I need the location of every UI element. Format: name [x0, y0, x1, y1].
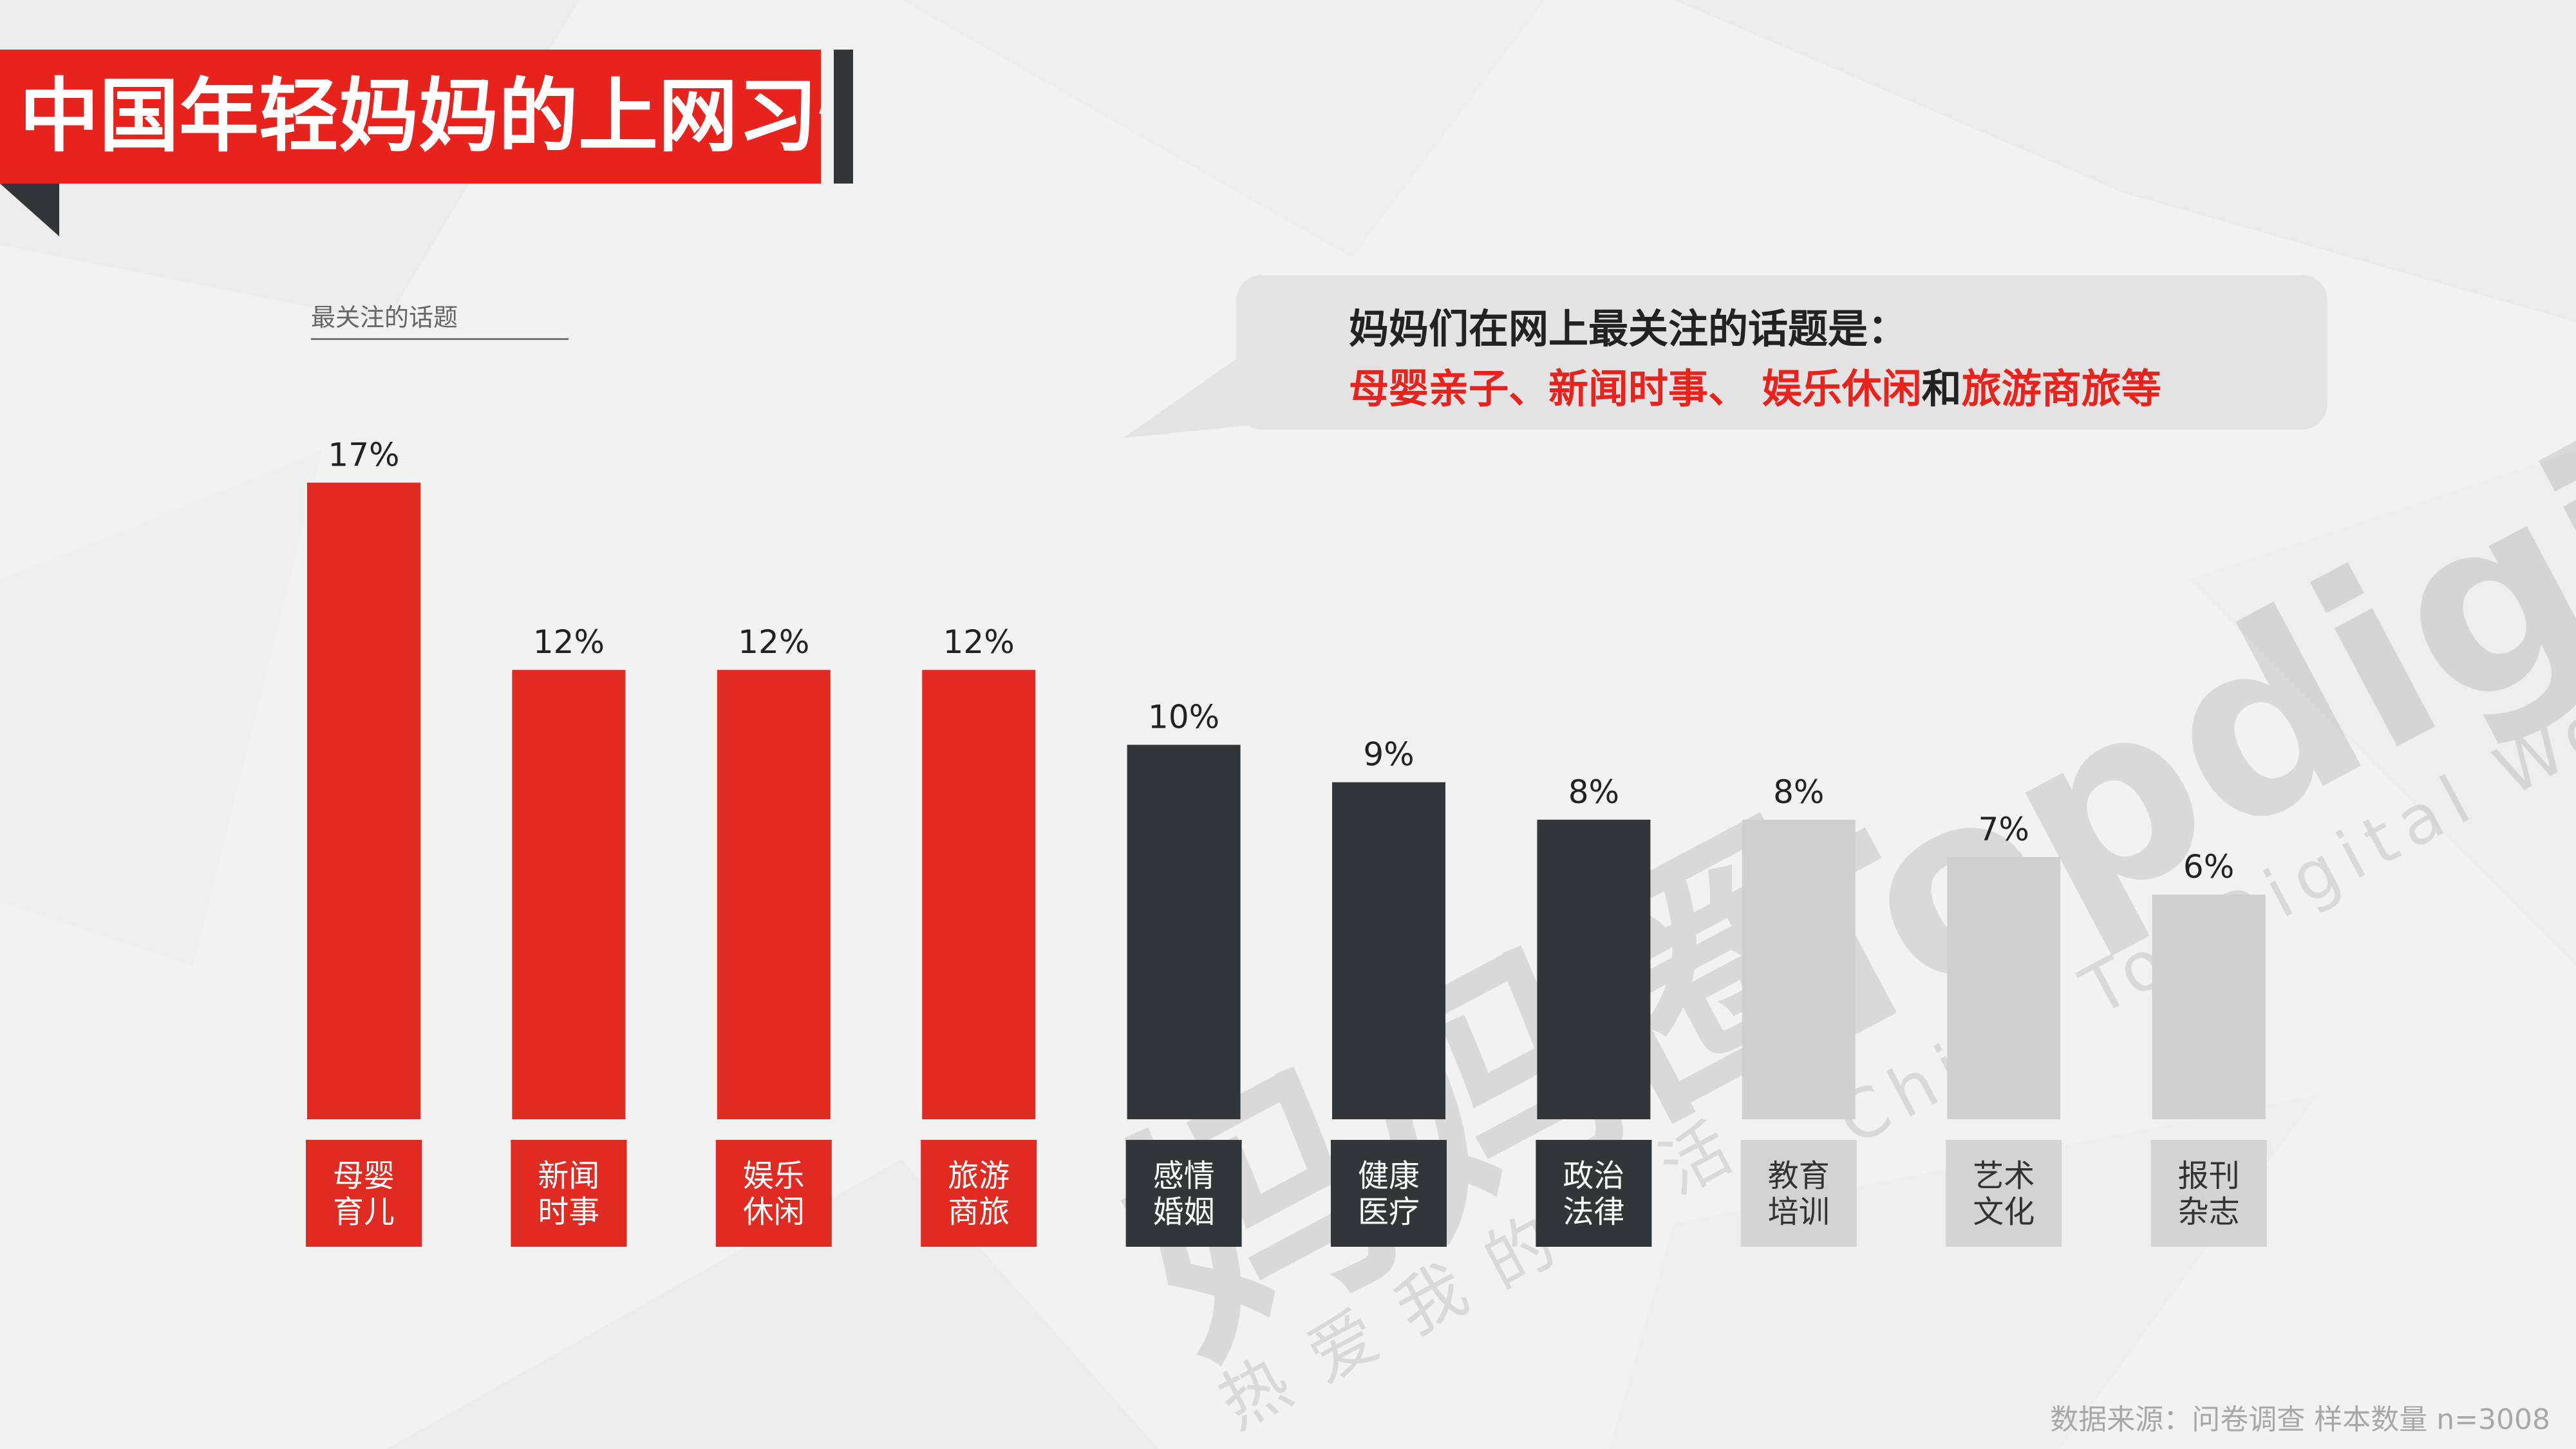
data-label-4: 12%: [943, 623, 1015, 661]
bar-7: [1537, 819, 1651, 1119]
callout-highlight: 母婴亲子、新闻时事、 娱乐休闲和旅游商旅等: [1349, 356, 2161, 414]
category-label-box-4: [921, 1140, 1037, 1247]
category-label-7: 政治法律: [1563, 1158, 1624, 1230]
bar-2: [512, 670, 626, 1119]
category-label-3: 娱乐休闲: [743, 1158, 805, 1230]
bar-10: [2152, 895, 2266, 1119]
data-label-8: 8%: [1773, 773, 1824, 811]
category-label-box-8: [1740, 1140, 1857, 1247]
callout-topics-1: 母婴亲子、新闻时事、 娱乐休闲: [1349, 365, 1922, 412]
bar-8: [1742, 819, 1856, 1119]
category-label-4: 旅游商旅: [948, 1158, 1010, 1230]
category-label-5: 感情婚姻: [1153, 1158, 1215, 1230]
bar-9: [1947, 857, 2061, 1119]
callout-topics-2: 旅游商旅等: [1961, 365, 2161, 412]
data-label-9: 7%: [1979, 811, 2029, 848]
data-label-5: 10%: [1148, 699, 1219, 736]
data-label-10: 6%: [2183, 848, 2234, 886]
category-label-box-5: [1125, 1140, 1242, 1247]
callout-box: [1236, 275, 2327, 430]
category-label-box-1: [306, 1140, 422, 1247]
data-label-6: 9%: [1363, 736, 1414, 773]
category-label-box-6: [1331, 1140, 1447, 1247]
data-label-2: 12%: [533, 623, 605, 661]
chart-subtitle: 最关注的话题: [311, 298, 569, 340]
category-label-1: 母婴育儿: [333, 1158, 395, 1230]
bar-6: [1332, 782, 1445, 1119]
category-label-box-10: [2150, 1140, 2267, 1247]
category-label-8: 教育培训: [1768, 1158, 1830, 1230]
callout-tail: [1123, 348, 1252, 438]
data-label-1: 17%: [328, 436, 399, 473]
category-label-box-9: [1946, 1140, 2062, 1247]
category-label-10: 报刊杂志: [2178, 1158, 2240, 1230]
category-label-box-2: [511, 1140, 627, 1247]
title-fold-shape: [0, 184, 59, 236]
bar-1: [307, 482, 420, 1119]
callout-heading: 妈妈们在网上最关注的话题是：: [1349, 305, 1908, 352]
data-source-note: 数据来源：问卷调查 样本数量 n=3008: [2050, 1403, 2550, 1436]
data-label-7: 8%: [1568, 773, 1619, 811]
category-label-2: 新闻时事: [538, 1158, 599, 1230]
category-label-9: 艺术文化: [1973, 1158, 2035, 1230]
page-title: 中国年轻妈妈的上网习惯: [0, 50, 821, 184]
category-label-6: 健康医疗: [1358, 1158, 1420, 1230]
data-label-3: 12%: [738, 623, 809, 661]
title-accent-bar: [834, 50, 853, 184]
category-label-box-7: [1536, 1140, 1652, 1247]
callout-conjunction: 和: [1921, 365, 1962, 412]
bar-4: [922, 670, 1036, 1119]
bar-3: [717, 670, 831, 1119]
bar-5: [1127, 744, 1241, 1119]
category-label-box-3: [715, 1140, 832, 1247]
